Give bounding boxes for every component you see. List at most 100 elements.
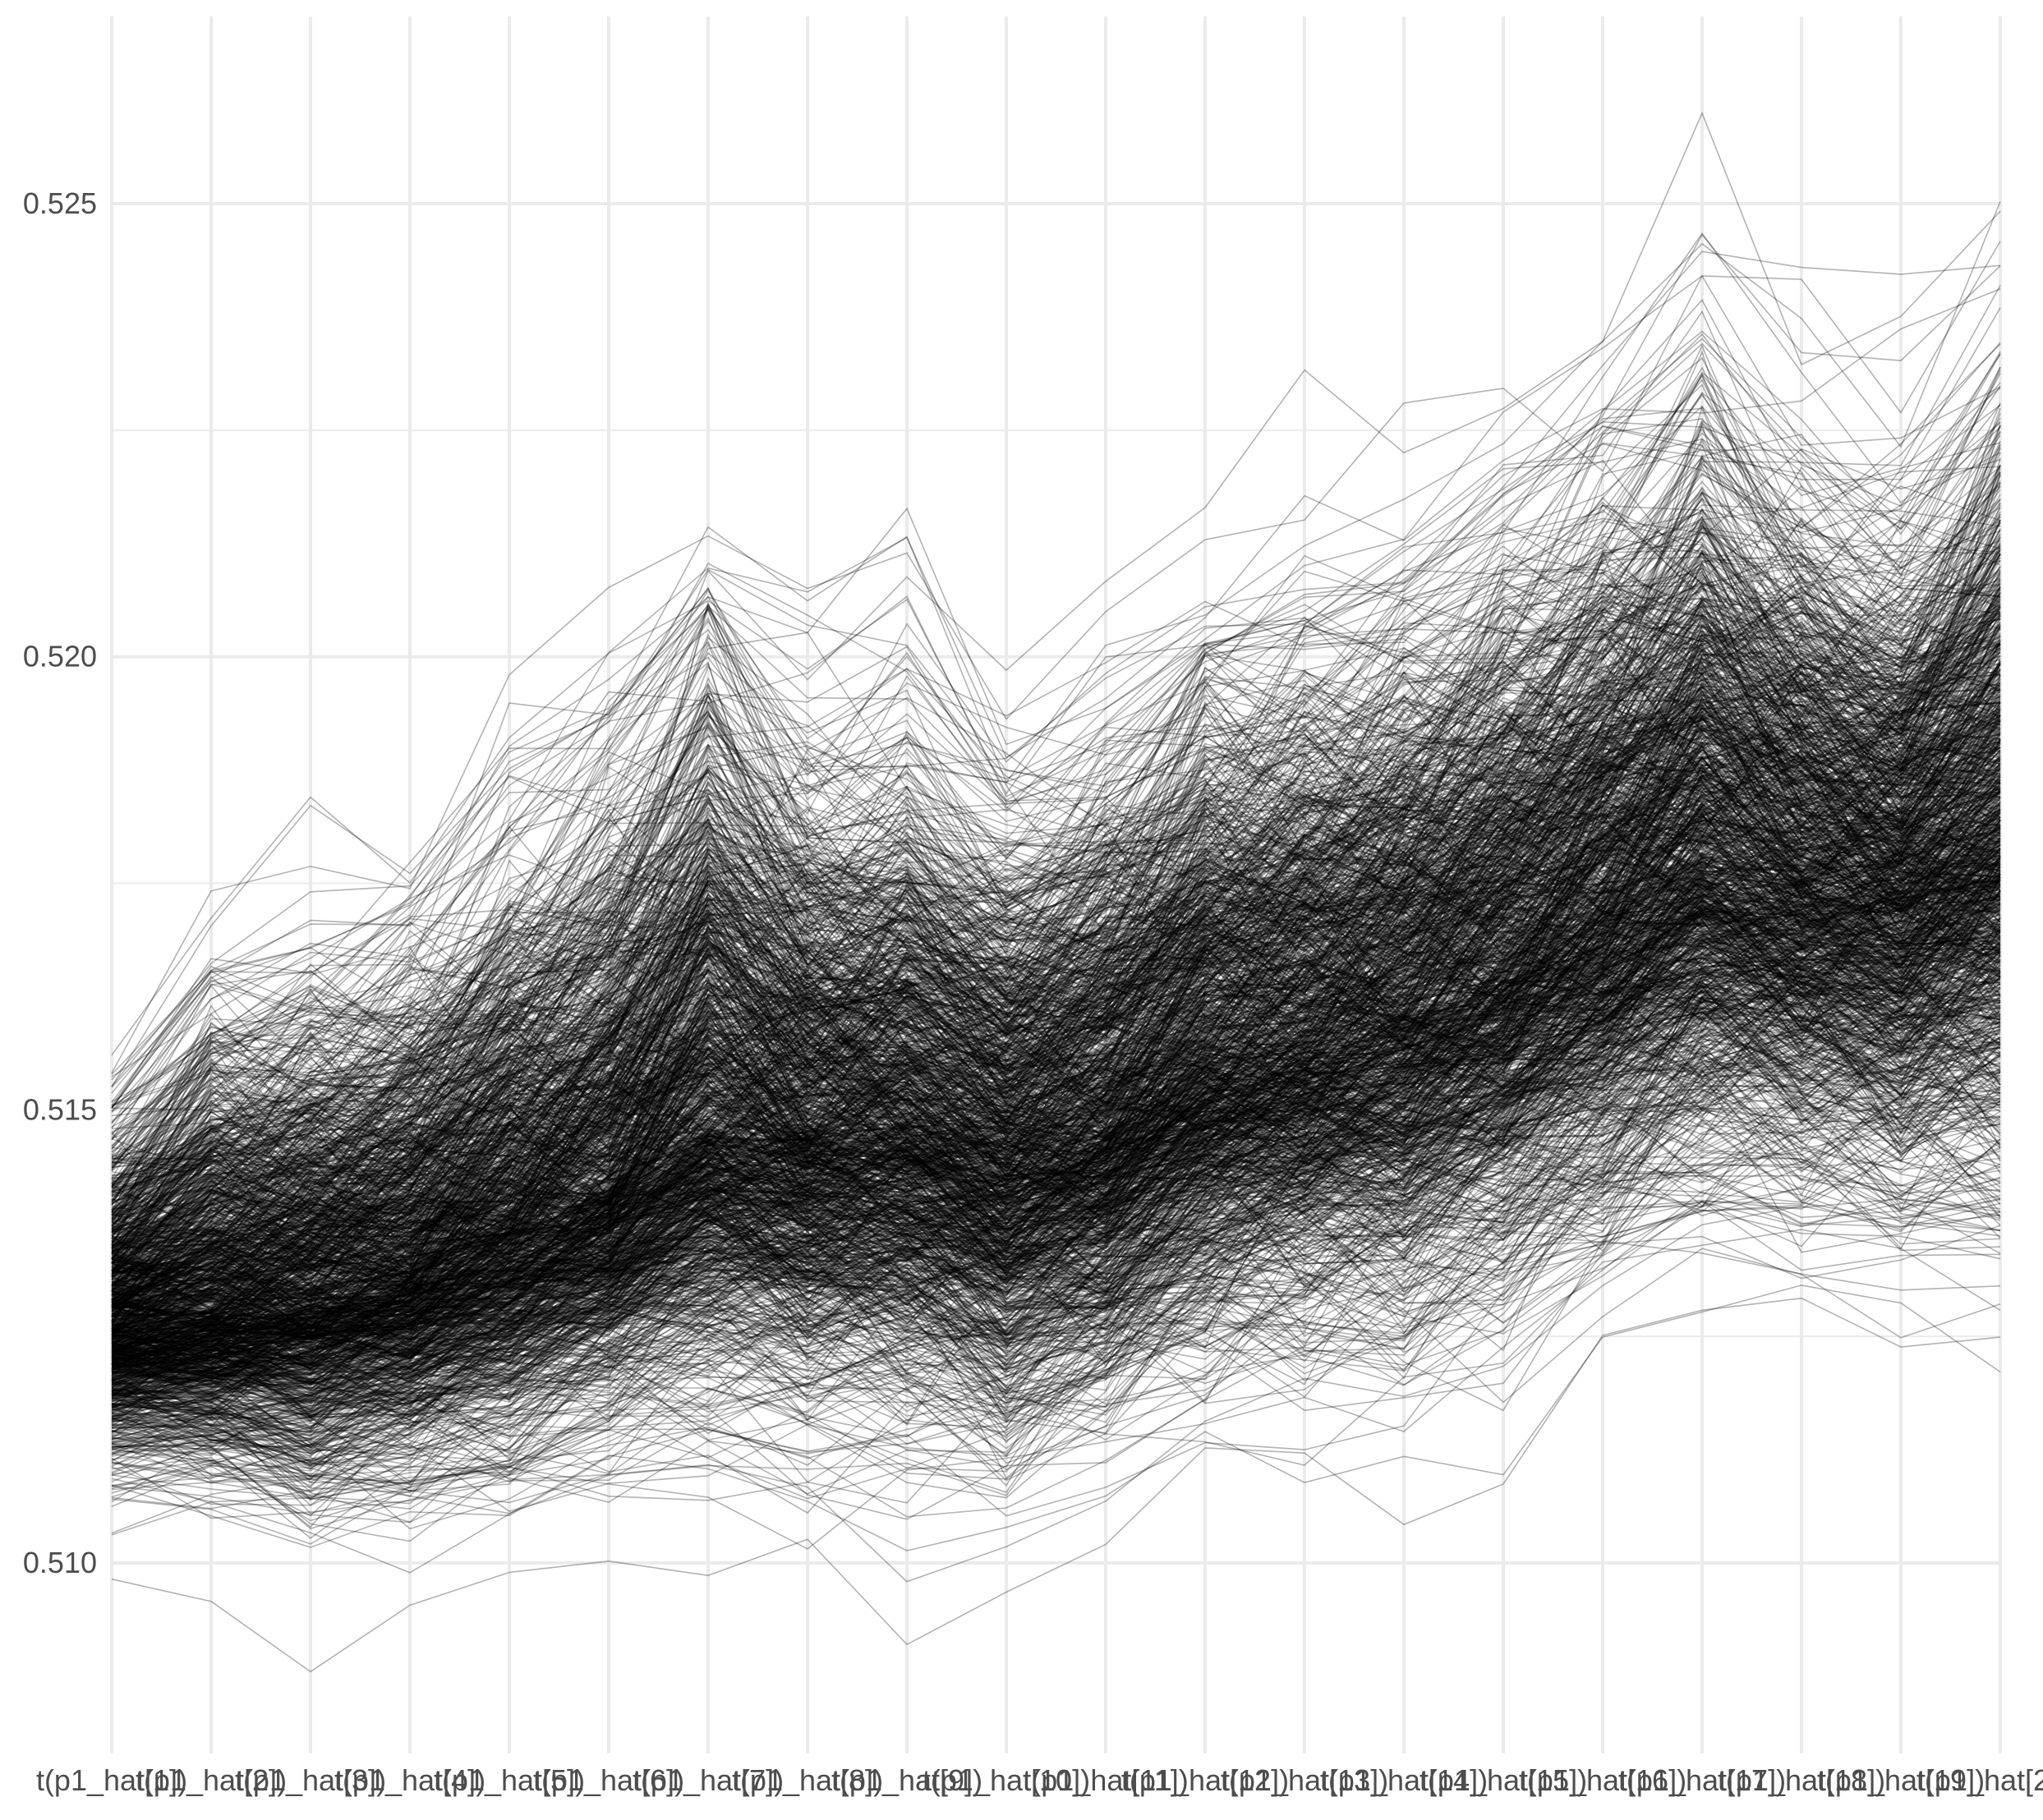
- series-line: [111, 802, 2001, 1375]
- series-line: [111, 820, 2001, 1354]
- series-line: [111, 637, 2001, 1269]
- series-line: [111, 747, 2001, 1311]
- series-line: [111, 707, 2001, 1367]
- series-line: [111, 938, 2001, 1503]
- series-line: [111, 857, 2001, 1336]
- series-line: [111, 356, 2001, 1102]
- series-line: [111, 545, 2001, 1303]
- series-line: [111, 996, 2001, 1369]
- series-line: [111, 796, 2001, 1322]
- series-line: [111, 366, 2001, 1110]
- series-line: [111, 646, 2001, 1262]
- series-line: [111, 857, 2001, 1365]
- series-line: [111, 789, 2001, 1392]
- series-line: [111, 800, 2001, 1390]
- series-line: [111, 747, 2001, 1325]
- series-line: [111, 963, 2001, 1356]
- series-line: [111, 1240, 2001, 1496]
- series-line: [111, 250, 2001, 1056]
- series-line: [111, 606, 2001, 1213]
- series-line: [111, 417, 2001, 1215]
- series-line: [111, 984, 2001, 1445]
- series-line: [111, 838, 2001, 1329]
- series-line: [111, 785, 2001, 1351]
- series-line: [111, 1011, 2001, 1441]
- series-line: [111, 880, 2001, 1354]
- series-line: [111, 516, 2001, 1314]
- series-line: [111, 885, 2001, 1390]
- series-line: [111, 573, 2001, 1254]
- series-line: [111, 849, 2001, 1358]
- series-line: [111, 632, 2001, 1231]
- series-line: [111, 791, 2001, 1317]
- series-line: [111, 517, 2001, 1267]
- series-line: [111, 694, 2001, 1235]
- series-line: [111, 879, 2001, 1422]
- series-line: [111, 855, 2001, 1317]
- series-line: [111, 578, 2001, 1331]
- series-line: [111, 999, 2001, 1423]
- series-line: [111, 596, 2001, 1275]
- series-line: [111, 664, 2001, 1272]
- series-line: [111, 788, 2001, 1260]
- y-tick-label: 0.525: [23, 186, 97, 220]
- series-line: [111, 932, 2001, 1362]
- series-line: [111, 769, 2001, 1357]
- series-line: [111, 657, 2001, 1281]
- series-line: [111, 566, 2001, 1216]
- series-line: [111, 627, 2001, 1272]
- series-line: [111, 442, 2001, 1103]
- series-line: [111, 719, 2001, 1296]
- series-line: [111, 663, 2001, 1302]
- series-line: [111, 825, 2001, 1350]
- series-line: [111, 554, 2001, 1327]
- series-line: [111, 760, 2001, 1303]
- series-line: [111, 1056, 2001, 1539]
- series-line: [111, 871, 2001, 1414]
- series-line: [111, 772, 2001, 1375]
- series-line: [111, 888, 2001, 1365]
- series-line: [111, 944, 2001, 1418]
- series-line: [111, 567, 2001, 1315]
- series-line: [111, 457, 2001, 1164]
- series-line: [111, 682, 2001, 1250]
- series-line: [111, 701, 2001, 1271]
- series-line: [111, 1144, 2001, 1501]
- series-line: [111, 880, 2001, 1397]
- series-line: [111, 898, 2001, 1450]
- series-line: [111, 860, 2001, 1400]
- series-line: [111, 823, 2001, 1278]
- series-line: [111, 612, 2001, 1222]
- series-line: [111, 1169, 2001, 1493]
- series-line: [111, 548, 2001, 1171]
- series-line: [111, 683, 2001, 1278]
- series-line: [111, 806, 2001, 1380]
- series-line: [111, 609, 2001, 1236]
- series-line: [111, 724, 2001, 1293]
- series-line: [111, 614, 2001, 1210]
- series-line: [111, 504, 2001, 1287]
- series-line: [111, 661, 2001, 1338]
- series-line: [111, 983, 2001, 1436]
- series-line: [111, 968, 2001, 1545]
- series-line: [111, 553, 2001, 1301]
- series-line: [111, 491, 2001, 1320]
- series-line: [111, 776, 2001, 1354]
- series-line: [111, 1155, 2001, 1518]
- series-line: [111, 728, 2001, 1331]
- series-line: [111, 740, 2001, 1323]
- series-line: [111, 844, 2001, 1360]
- series-line: [111, 774, 2001, 1340]
- series-line: [111, 610, 2001, 1245]
- series-line: [111, 786, 2001, 1332]
- series-line: [111, 1024, 2001, 1395]
- series-line: [111, 750, 2001, 1299]
- series-line: [111, 855, 2001, 1366]
- series-line: [111, 756, 2001, 1343]
- series-line: [111, 232, 2001, 1109]
- series-line: [111, 644, 2001, 1242]
- series-line: [111, 1096, 2001, 1445]
- series-line: [111, 519, 2001, 1124]
- series-line: [111, 903, 2001, 1365]
